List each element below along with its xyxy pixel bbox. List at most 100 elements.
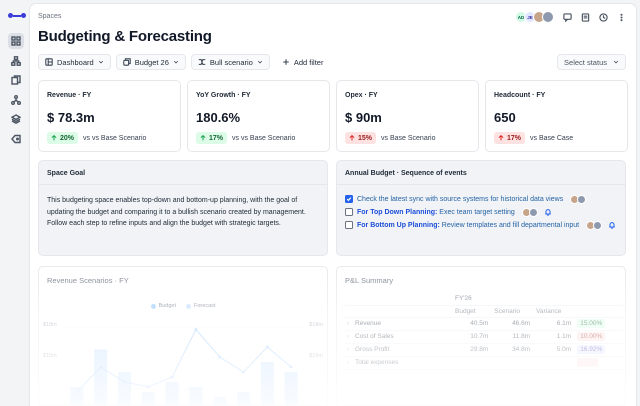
clock-icon[interactable] <box>598 12 608 22</box>
forecast-point[interactable] <box>218 355 222 359</box>
row-label[interactable]: Total expenses <box>345 356 455 370</box>
pl-summary-card: P&L Summary FY'26 Budget Scenario Varian… <box>336 266 626 406</box>
cell-pct: 16.92% <box>577 345 606 354</box>
kpi-delta: 15% vs Base Scenario <box>345 132 436 144</box>
forecast-point[interactable] <box>75 390 79 394</box>
delta-value: 15% <box>358 134 373 142</box>
budget-bar[interactable] <box>284 372 298 406</box>
dashboard-icon <box>45 58 53 66</box>
forecast-point[interactable] <box>123 380 126 384</box>
forecast-line[interactable] <box>76 328 292 393</box>
forecast-point[interactable] <box>265 345 269 349</box>
budget-bar[interactable] <box>94 349 108 406</box>
comments-icon[interactable] <box>562 12 572 22</box>
row-label[interactable]: Cost of Sales <box>345 330 455 344</box>
event-item[interactable]: For Bottom Up Planning: Review templates… <box>345 219 617 231</box>
delta-value: 17% <box>209 134 224 142</box>
kpi-value: $ 78.3m <box>47 110 95 125</box>
budget-bar[interactable] <box>213 397 227 406</box>
checkbox[interactable] <box>345 208 353 216</box>
forecast-point[interactable] <box>146 385 150 389</box>
collaborator-avatars[interactable]: AD JE <box>515 11 554 23</box>
checkbox[interactable] <box>345 221 353 229</box>
budget-bar[interactable] <box>236 392 251 406</box>
forecast-point[interactable] <box>99 365 103 369</box>
kpi-value: 180.6% <box>196 110 241 125</box>
budget-bar[interactable] <box>165 382 179 406</box>
breadcrumb[interactable]: Spaces <box>38 13 62 20</box>
event-text[interactable]: For Bottom Up Planning: Review templates… <box>357 222 579 229</box>
budget-bar[interactable] <box>70 387 84 406</box>
more-vertical-icon[interactable] <box>616 12 626 22</box>
table-row[interactable]: Cost of Sales 10.7m 11.8m 1.1m 10.00% <box>345 330 623 344</box>
event-text[interactable]: Check the latest sync with source system… <box>357 195 564 203</box>
revenue-chart[interactable] <box>39 267 328 406</box>
forecast-point[interactable] <box>242 370 245 374</box>
assignee-avatars <box>586 220 603 230</box>
dashboard-nav-icon[interactable] <box>8 33 24 49</box>
kpi-card-opex[interactable]: Opex · FY $ 90m 15% vs Base Scenario <box>336 80 479 152</box>
forecast-point[interactable] <box>170 375 174 379</box>
event-text[interactable]: For Top Down Planning: Exec team target … <box>357 209 515 216</box>
kpi-card-headcount[interactable]: Headcount · FY 650 17% vs Base Case <box>485 80 628 152</box>
checkbox[interactable] <box>345 195 353 203</box>
plus-icon <box>283 59 289 65</box>
kpi-label: YoY Growth · FY <box>196 92 251 99</box>
tag-nav-icon[interactable] <box>8 131 24 147</box>
event-item[interactable]: Check the latest sync with source system… <box>345 193 617 205</box>
scenario-dropdown[interactable]: Bull scenario <box>190 54 270 70</box>
space-goal-panel: Space Goal This budgeting space enables … <box>38 160 328 256</box>
event-bold: For Top Down Planning: <box>357 208 438 216</box>
scenario-label: Bull scenario <box>209 57 253 67</box>
table-row[interactable]: Total expenses <box>345 356 623 370</box>
cell-scenario: 46.6m <box>494 317 537 331</box>
hierarchy-nav-icon[interactable] <box>8 53 24 69</box>
delta-badge: 15% <box>345 132 377 144</box>
kpi-value: $ 90m <box>345 110 382 125</box>
bell-icon[interactable] <box>544 208 552 216</box>
dashboard-dropdown[interactable]: Dashboard <box>38 54 111 70</box>
annual-budget-panel: Annual Budget · Sequence of events Check… <box>336 160 626 256</box>
cell-scenario: 34.8m <box>494 343 537 357</box>
cell-pct: 10.00% <box>577 332 606 341</box>
pl-col-header[interactable]: Budget <box>455 305 495 318</box>
status-select[interactable]: Select status <box>557 54 626 70</box>
chevron-down-icon <box>173 60 178 64</box>
layers-nav-icon[interactable] <box>8 111 24 127</box>
kpi-delta: 20% vs vs Base Scenario <box>47 132 146 144</box>
pl-col-header[interactable]: Variance <box>536 305 578 318</box>
row-label[interactable]: Revenue <box>345 317 455 331</box>
kpi-card-revenue[interactable]: Revenue · FY $ 78.3m 20% vs vs Base Scen… <box>38 80 181 152</box>
avatar[interactable] <box>542 11 554 23</box>
budget-bar[interactable] <box>117 372 132 406</box>
add-filter-button[interactable]: Add filter <box>275 54 331 70</box>
workflow-nav-icon[interactable] <box>8 92 24 108</box>
main-panel: Spaces AD JE Budgeting & Forecasting Das… <box>30 4 636 406</box>
forecast-point[interactable] <box>194 328 198 331</box>
cell-budget: 10.7m <box>455 330 495 344</box>
event-item[interactable]: For Top Down Planning: Exec team target … <box>345 206 617 218</box>
documents-nav-icon[interactable] <box>8 72 24 88</box>
forecast-point[interactable] <box>289 365 293 369</box>
budget-bar[interactable] <box>141 392 155 406</box>
document-icon[interactable] <box>580 12 590 22</box>
budget-bar[interactable] <box>260 362 274 406</box>
pl-table: FY'26 Budget Scenario Variance Revenue 4… <box>345 293 623 370</box>
pl-summary-title: P&L Summary <box>345 276 394 285</box>
cell-pct <box>577 358 598 367</box>
pl-col-header[interactable]: Scenario <box>494 305 537 318</box>
delta-badge: 20% <box>47 132 79 144</box>
cell-budget <box>455 356 495 370</box>
table-row[interactable]: Gross Profit 29.8m 34.8m 5.0m 16.92% <box>345 343 623 357</box>
kpi-card-yoy-growth[interactable]: YoY Growth · FY 180.6% 17% vs vs Base Sc… <box>187 80 330 152</box>
budget-bar[interactable] <box>189 387 203 406</box>
table-row[interactable]: Revenue 40.5m 46.6m 6.1m 15.00% <box>345 317 623 331</box>
kpi-label: Revenue · FY <box>47 92 92 99</box>
budget-dropdown[interactable]: Budget 26 <box>115 54 186 70</box>
event-list: Check the latest sync with source system… <box>337 185 625 231</box>
annual-budget-title: Annual Budget · Sequence of events <box>337 161 625 185</box>
bell-icon[interactable] <box>608 221 616 229</box>
delta-badge: 17% <box>196 132 228 144</box>
arrow-up-icon <box>498 135 504 141</box>
row-label[interactable]: Gross Profit <box>345 343 455 357</box>
